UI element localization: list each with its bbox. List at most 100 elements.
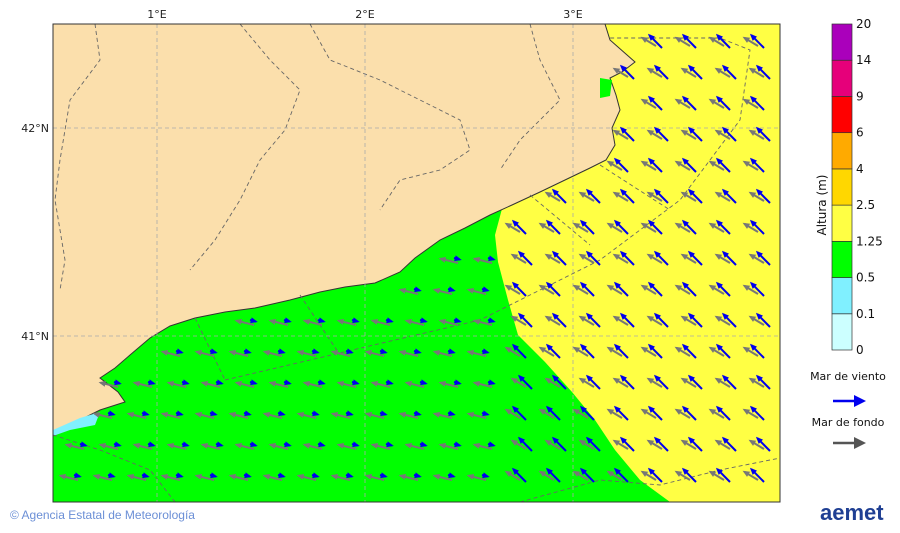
lat-label: 42°N — [21, 122, 49, 135]
wind-sea-arrow — [653, 126, 669, 142]
wind-sea-arrow — [243, 348, 252, 355]
wind-sea-arrow — [345, 348, 354, 355]
swell-arrow — [364, 473, 385, 481]
wind-sea-arrow — [715, 33, 731, 49]
wind-sea-arrow — [749, 467, 765, 483]
swell-arrow — [544, 315, 561, 326]
swell-arrow — [612, 439, 629, 450]
wind-sea-arrow — [545, 405, 561, 421]
swell-arrow — [370, 318, 391, 326]
wind-sea-arrow — [243, 410, 252, 417]
swell-arrow — [708, 284, 725, 295]
wind-sea-arrow — [647, 219, 663, 235]
swell-arrow — [680, 67, 697, 78]
wind-sea-arrow — [345, 410, 354, 417]
wind-sea-arrow — [755, 64, 771, 80]
swell-arrow — [748, 377, 765, 388]
swell-arrow — [194, 473, 215, 481]
swell-arrow — [472, 380, 493, 388]
swell-arrow — [160, 349, 181, 357]
swell-arrow — [472, 318, 493, 326]
swell-arrow — [64, 442, 85, 450]
wind-sea-arrow — [681, 281, 697, 297]
swell-arrow — [538, 346, 555, 357]
swell-arrow — [268, 380, 289, 388]
swell-arrow — [612, 129, 629, 140]
swell-arrow — [538, 470, 555, 481]
borders — [53, 24, 780, 502]
legend-title: Altura (m) — [815, 174, 829, 235]
swell-arrow — [98, 442, 119, 450]
swell-arrow — [466, 411, 487, 419]
swell-arrow — [612, 315, 629, 326]
swell-arrow — [578, 191, 595, 202]
swell-arrow — [640, 470, 657, 481]
swell-arrow — [640, 160, 657, 171]
swell-arrow — [748, 67, 765, 78]
wind-sea-arrow — [351, 379, 360, 386]
swell-arrow — [504, 408, 521, 419]
wind-sea-arrow — [619, 436, 635, 452]
wind-sea-arrow — [579, 343, 595, 359]
swell-arrow — [708, 98, 725, 109]
swell-arrow — [680, 439, 697, 450]
wind-sea-arrow — [687, 250, 703, 266]
swell-arrow — [708, 470, 725, 481]
colorbar-segment — [831, 96, 853, 134]
swell-arrow — [472, 256, 493, 264]
wind-sea-arrow — [487, 255, 496, 262]
swell-arrow — [646, 67, 663, 78]
swell-arrow — [680, 377, 697, 388]
wind-sea-arrow — [107, 472, 116, 479]
swell-arrow — [538, 284, 555, 295]
swell-arrow — [572, 408, 589, 419]
wind-sea-arrow — [79, 441, 88, 448]
swell-arrow — [646, 129, 663, 140]
logo-text: aemet — [820, 500, 884, 525]
wind-sea-arrow — [511, 343, 527, 359]
swell-arrow — [674, 98, 691, 109]
wind-sea-arrow — [419, 441, 428, 448]
swell-arrow — [748, 315, 765, 326]
wind-sea-arrow — [487, 317, 496, 324]
swell-arrow — [748, 253, 765, 264]
swell-arrow — [336, 380, 357, 388]
swell-arrow — [544, 253, 561, 264]
colorbar-tick: 9 — [856, 89, 864, 103]
swell-arrow — [92, 473, 113, 481]
swell-arrow — [234, 380, 255, 388]
wind-sea-arrow — [487, 379, 496, 386]
wind-sea-arrow — [687, 64, 703, 80]
swell-arrow — [160, 473, 181, 481]
wind-sea-arrow — [277, 410, 286, 417]
swell-arrow — [364, 349, 385, 357]
wind-sea-arrow — [715, 467, 731, 483]
swell-arrow — [160, 411, 181, 419]
wind-sea-arrow — [681, 467, 697, 483]
swell-arrow — [302, 442, 323, 450]
swell-arrow — [606, 408, 623, 419]
wind-sea-arrow — [551, 188, 567, 204]
swell-arrow — [572, 222, 589, 233]
wind-sea-arrow — [647, 405, 663, 421]
swell-arrow — [466, 287, 487, 295]
swell-arrow — [640, 36, 657, 47]
wind-sea-arrow — [749, 405, 765, 421]
swell-arrow — [674, 284, 691, 295]
lon-label: 3°E — [563, 8, 582, 21]
wind-sea-arrow — [283, 441, 292, 448]
wind-sea-arrow — [653, 312, 669, 328]
swell-arrow — [714, 315, 731, 326]
swell-arrow — [680, 315, 697, 326]
swell-arrow — [262, 411, 283, 419]
wind-sea-arrow — [585, 312, 601, 328]
wind-sea-arrow — [511, 219, 527, 235]
wind-sea-arrow — [345, 472, 354, 479]
wind-sea-arrow — [715, 405, 731, 421]
wind-sea-arrow — [243, 472, 252, 479]
swell-arrow — [674, 470, 691, 481]
wind-sea-arrow — [517, 374, 533, 390]
wind-sea-arrow — [755, 374, 771, 390]
wind-sea-arrow — [653, 188, 669, 204]
wind-sea-arrow — [721, 312, 737, 328]
